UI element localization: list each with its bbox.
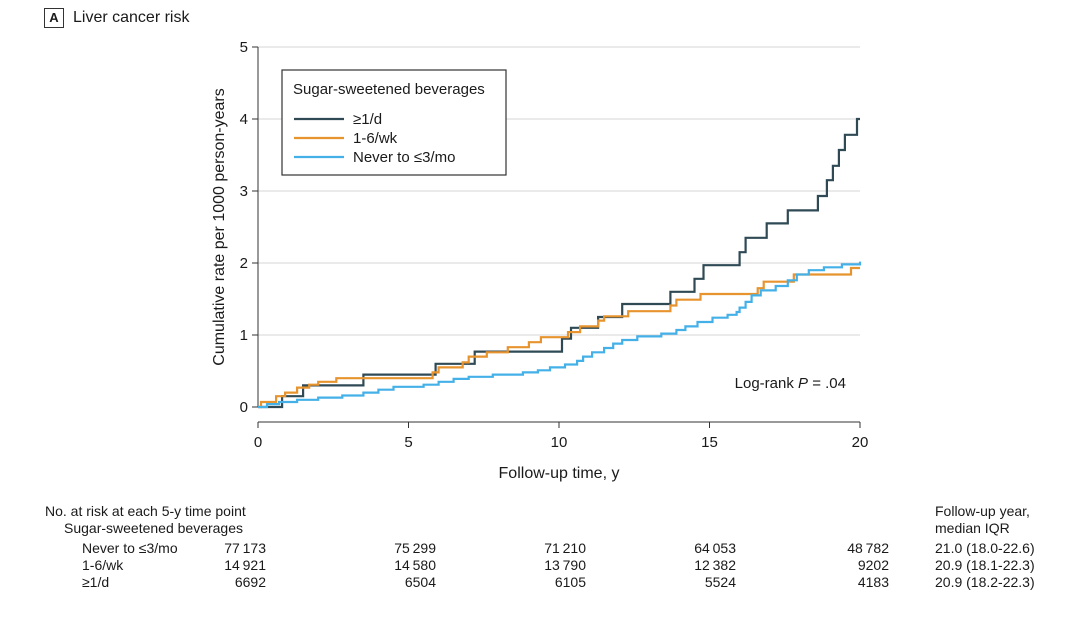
y-tick-label: 2 [240, 255, 248, 272]
risk-row-value: 75 299 [394, 540, 436, 556]
x-tick-label: 15 [701, 434, 718, 451]
x-tick-label: 10 [551, 434, 568, 451]
logrank-prefix: Log-rank [735, 375, 798, 392]
risk-row-followup: 20.9 (18.1-22.3) [935, 557, 1035, 573]
legend: Sugar-sweetened beverages ≥1/d 1-6/wk Ne… [281, 69, 507, 176]
risk-row-label: 1-6/wk [82, 557, 124, 573]
x-tick-label: 0 [254, 434, 262, 451]
risk-row-value: 77 173 [224, 540, 266, 556]
km-chart: 0 1 2 3 4 5 0 5 10 15 20 Sugar-sweetened beverages… [211, 39, 869, 482]
y-tick-label: 0 [240, 399, 248, 416]
x-tick-label: 5 [404, 434, 412, 451]
series-line-2 [258, 266, 860, 409]
logrank-p: P [798, 375, 808, 392]
risk-row-value: 14 921 [224, 557, 266, 573]
legend-label-series-2: 1-6/wk [353, 130, 398, 147]
risk-row-value: 14 580 [394, 557, 436, 573]
risk-row-value: 6105 [554, 574, 586, 590]
y-tick-label: 1 [240, 327, 248, 344]
series-lines [258, 117, 862, 409]
followup-header-line2: median IQR [935, 520, 1010, 536]
logrank-annotation: Log-rank P = .04 [735, 375, 846, 392]
x-tick-label: 20 [852, 434, 869, 451]
risk-row-label: Never to ≤3/mo [82, 540, 178, 556]
risk-row-followup: 20.9 (18.2-22.3) [935, 574, 1035, 590]
panel-letter: A [44, 8, 64, 28]
legend-title: Sugar-sweetened beverages [293, 81, 485, 98]
legend-label-series-3: Never to ≤3/mo [353, 149, 455, 166]
panel-header: A Liver cancer risk [44, 6, 189, 30]
risk-row-value: 6504 [404, 574, 436, 590]
series-line-3 [258, 261, 862, 409]
followup-header-line1: Follow-up year, [935, 503, 1030, 519]
logrank-value: = .04 [808, 375, 846, 392]
risk-table-title: No. at risk at each 5-y time point [45, 503, 246, 519]
panel-title: Liver cancer risk [73, 9, 190, 26]
risk-row-value: 48 782 [847, 540, 889, 556]
y-tick-label: 5 [240, 39, 248, 56]
risk-row-value: 13 790 [544, 557, 586, 573]
y-tick-label: 4 [240, 111, 248, 128]
risk-row-value: 12 382 [694, 557, 736, 573]
legend-label-series-1: ≥1/d [353, 111, 382, 128]
x-axis-label: Follow-up time, y [499, 465, 620, 482]
risk-table-subtitle: Sugar-sweetened beverages [64, 520, 244, 536]
risk-row-value: 6692 [234, 574, 266, 590]
risk-row-value: 4183 [857, 574, 889, 590]
risk-row-value: 5524 [704, 574, 736, 590]
risk-row-value: 71 210 [544, 540, 586, 556]
y-tick-label: 3 [240, 183, 248, 200]
axes: 0 1 2 3 4 5 0 5 10 15 20 [240, 39, 869, 451]
series-line-1 [258, 117, 860, 409]
risk-row-followup: 21.0 (18.0-22.6) [935, 540, 1035, 556]
risk-row-value: 9202 [857, 557, 889, 573]
risk-row-label: ≥1/d [82, 574, 110, 590]
risk-row-value: 64 053 [694, 540, 736, 556]
y-axis-label: Cumulative rate per 1000 person-years [211, 88, 228, 365]
